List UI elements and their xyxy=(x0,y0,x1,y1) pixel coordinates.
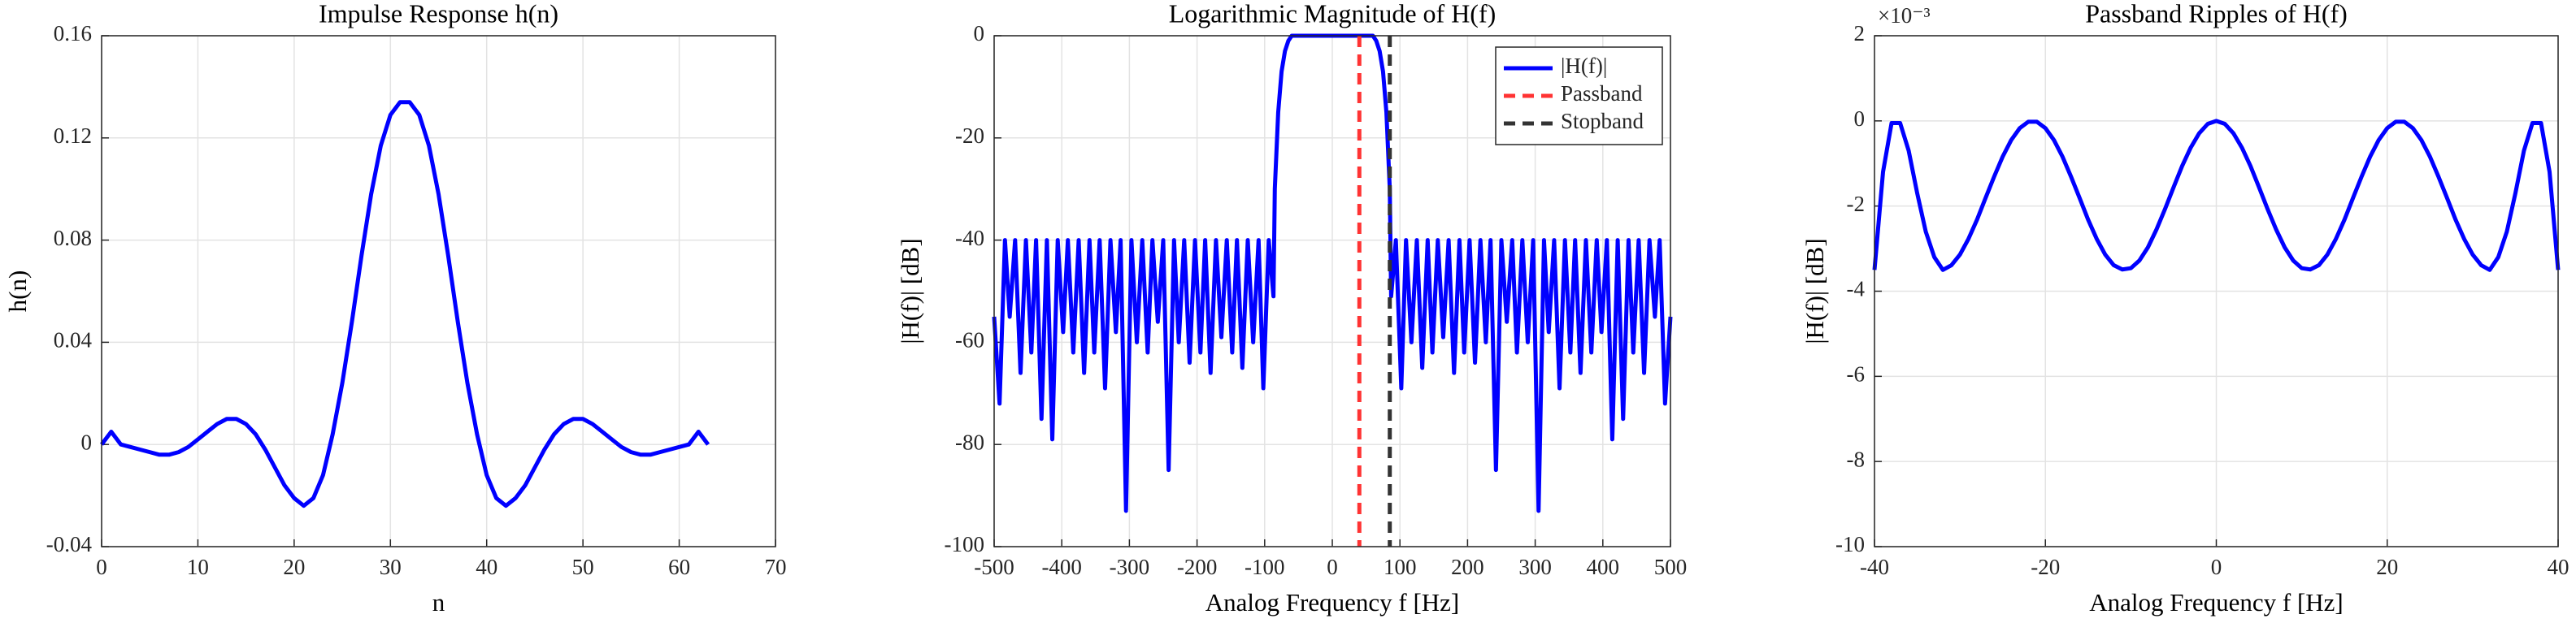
y-tick-label: -20 xyxy=(955,123,984,148)
x-axis-label: Analog Frequency f [Hz] xyxy=(1205,588,1459,617)
x-tick-label: 300 xyxy=(1518,555,1552,579)
y-tick-label: -40 xyxy=(955,226,984,250)
y-tick-label: -6 xyxy=(1847,362,1866,387)
y-tick-label: 0 xyxy=(1854,106,1866,131)
y-tick-label: 0.04 xyxy=(54,328,93,353)
y-tick-label: -2 xyxy=(1847,192,1866,216)
chart-title: Logarithmic Magnitude of H(f) xyxy=(1169,0,1497,28)
y-tick-label: -0.04 xyxy=(46,532,93,556)
y-tick-label: 0 xyxy=(81,430,93,454)
x-tick-label: 30 xyxy=(380,555,402,579)
x-tick-label: -500 xyxy=(974,555,1014,579)
y-tick-label: 0 xyxy=(974,21,985,45)
x-tick-label: 500 xyxy=(1654,555,1688,579)
chart-title: Passband Ripples of H(f) xyxy=(2085,0,2348,28)
x-tick-label: 200 xyxy=(1451,555,1484,579)
x-axis-label: Analog Frequency f [Hz] xyxy=(2089,588,2343,617)
axes-box xyxy=(101,35,776,547)
y-tick-label: 0.08 xyxy=(54,226,92,250)
y-tick-label: 0.12 xyxy=(54,123,92,148)
x-tick-label: 10 xyxy=(187,555,209,579)
data-line xyxy=(1872,119,2561,272)
x-tick-label: 20 xyxy=(283,555,305,579)
x-tick-label: 70 xyxy=(765,555,787,579)
x-tick-label: -100 xyxy=(1245,555,1285,579)
legend-label: Stopband xyxy=(1561,109,1644,133)
chart-title: Impulse Response h(n) xyxy=(319,0,558,28)
y-tick-label: 0.16 xyxy=(54,21,92,45)
plot-area xyxy=(102,36,775,547)
y-tick-label: -8 xyxy=(1847,447,1866,471)
legend-label: Passband xyxy=(1561,81,1643,106)
x-tick-label: -200 xyxy=(1177,555,1218,579)
y-axis-label: |H(f)| [dB] xyxy=(896,238,924,344)
x-tick-label: -300 xyxy=(1110,555,1150,579)
y-tick-label: -100 xyxy=(945,532,985,556)
y-tick-label: -4 xyxy=(1847,277,1866,301)
x-tick-label: 0 xyxy=(1327,555,1338,579)
y-multiplier: ×10⁻³ xyxy=(1878,3,1931,28)
x-tick-label: 40 xyxy=(2548,555,2569,579)
y-tick-label: 2 xyxy=(1854,21,1866,45)
x-tick-label: 0 xyxy=(96,555,107,579)
x-tick-label: 50 xyxy=(572,555,594,579)
x-tick-label: 40 xyxy=(476,555,497,579)
x-tick-label: -400 xyxy=(1041,555,1082,579)
legend-label: |H(f)| xyxy=(1561,54,1607,78)
x-tick-label: 400 xyxy=(1587,555,1620,579)
y-axis-label: |H(f)| [dB] xyxy=(1801,238,1829,344)
x-tick-label: 0 xyxy=(2211,555,2222,579)
axes-box xyxy=(993,35,1671,547)
x-tick-label: -40 xyxy=(1860,555,1889,579)
y-axis-label: h(n) xyxy=(3,270,32,313)
x-axis-label: n xyxy=(432,588,445,617)
x-tick-label: 20 xyxy=(2376,555,2398,579)
x-tick-label: -20 xyxy=(2031,555,2060,579)
axes-box xyxy=(1874,35,2559,547)
y-tick-label: -80 xyxy=(955,430,984,454)
x-tick-label: 60 xyxy=(668,555,690,579)
x-tick-label: 100 xyxy=(1384,555,1417,579)
data-line xyxy=(100,100,710,508)
y-tick-label: -60 xyxy=(955,328,984,353)
y-tick-label: -10 xyxy=(1835,532,1865,556)
